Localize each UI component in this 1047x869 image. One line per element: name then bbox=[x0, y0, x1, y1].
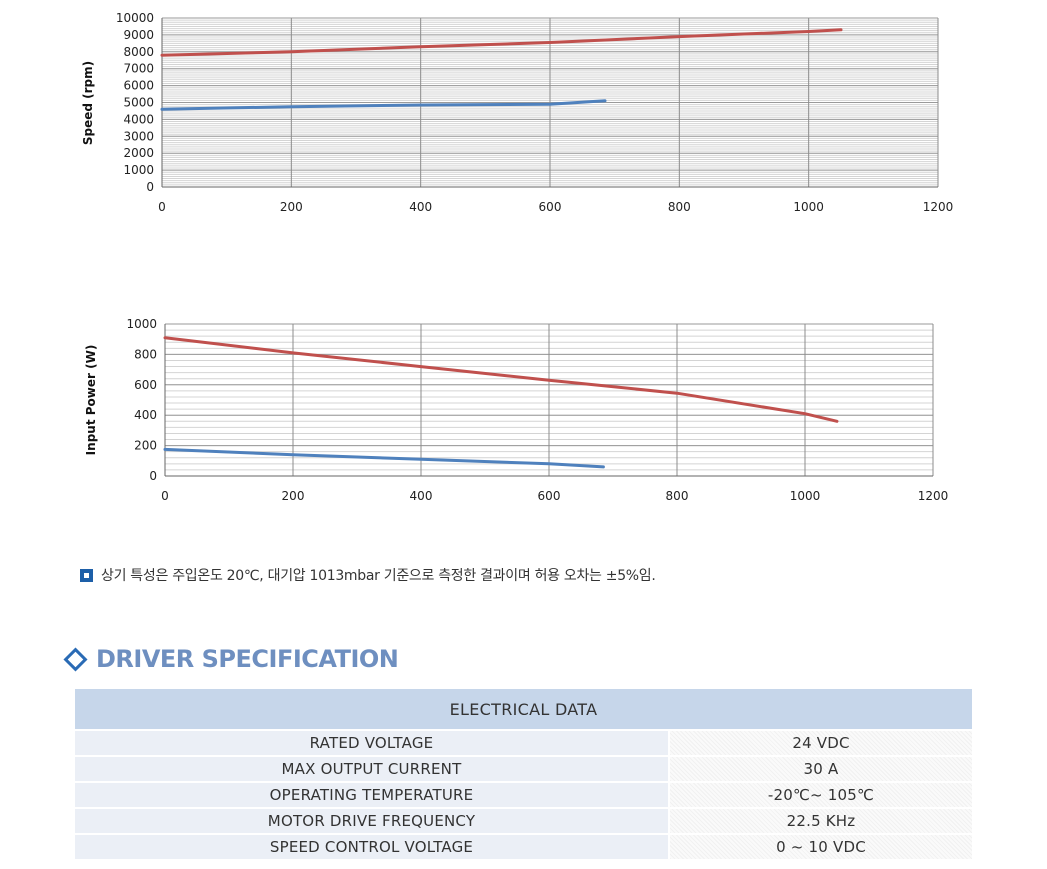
row-value: 0 ~ 10 VDC bbox=[669, 833, 972, 859]
x-tick-label: 1000 bbox=[793, 200, 824, 214]
y-tick-label: 0 bbox=[146, 180, 154, 194]
table-row: SPEED CONTROL VOLTAGE 0 ~ 10 VDC bbox=[75, 833, 972, 859]
y-tick-label: 0 bbox=[149, 469, 157, 483]
x-tick-label: 800 bbox=[666, 489, 689, 503]
row-label: MAX OUTPUT CURRENT bbox=[75, 755, 670, 782]
row-label: RATED VOLTAGE bbox=[75, 729, 670, 756]
y-axis-label: Input Power (W) bbox=[84, 345, 98, 456]
series-line bbox=[160, 28, 843, 57]
x-tick-label: 1000 bbox=[790, 489, 821, 503]
row-label: OPERATING TEMPERATURE bbox=[75, 781, 670, 808]
row-value: -20℃~ 105℃ bbox=[669, 781, 972, 808]
note-text: 상기 특성은 주입온도 20℃, 대기압 1013mbar 기준으로 측정한 결… bbox=[101, 568, 656, 584]
table-header: ELECTRICAL DATA bbox=[75, 689, 972, 730]
x-tick-label: 1200 bbox=[918, 489, 949, 503]
x-tick-label: 400 bbox=[410, 489, 433, 503]
series-line bbox=[160, 99, 607, 111]
table-row: MAX OUTPUT CURRENT 30 A bbox=[75, 755, 972, 782]
y-tick-label: 1000 bbox=[126, 317, 157, 331]
y-tick-label: 1000 bbox=[123, 163, 154, 177]
y-tick-label: 400 bbox=[134, 408, 157, 422]
row-value: 22.5 KHz bbox=[669, 807, 972, 834]
y-tick-label: 800 bbox=[134, 347, 157, 361]
section-title-text: DRIVER SPECIFICATION bbox=[96, 645, 399, 673]
section-title: DRIVER SPECIFICATION bbox=[63, 645, 399, 673]
y-tick-label: 9000 bbox=[123, 28, 154, 42]
x-tick-label: 0 bbox=[158, 200, 166, 214]
row-label: MOTOR DRIVE FREQUENCY bbox=[75, 807, 670, 834]
y-tick-label: 7000 bbox=[123, 62, 154, 76]
row-label: SPEED CONTROL VOLTAGE bbox=[75, 833, 670, 859]
x-tick-label: 600 bbox=[538, 489, 561, 503]
y-tick-label: 3000 bbox=[123, 129, 154, 143]
x-tick-label: 200 bbox=[282, 489, 305, 503]
y-tick-label: 6000 bbox=[123, 79, 154, 93]
table-row: OPERATING TEMPERATURE -20℃~ 105℃ bbox=[75, 781, 972, 808]
x-tick-label: 400 bbox=[409, 200, 432, 214]
row-value: 30 A bbox=[669, 755, 972, 782]
table-header-row: ELECTRICAL DATA bbox=[75, 689, 972, 730]
x-tick-label: 600 bbox=[539, 200, 562, 214]
y-tick-label: 10000 bbox=[116, 11, 154, 25]
x-tick-label: 0 bbox=[161, 489, 169, 503]
input-power-chart: 0 200 400 600 800 1000 0 200 400 600 800 1000 1200 In… bbox=[84, 317, 949, 503]
y-axis-label: Speed (rpm) bbox=[81, 61, 95, 145]
y-tick-label: 2000 bbox=[123, 146, 154, 160]
y-tick-label: 4000 bbox=[123, 112, 154, 126]
series-line bbox=[163, 336, 839, 423]
y-tick-label: 8000 bbox=[123, 45, 154, 59]
y-tick-label: 5000 bbox=[123, 96, 154, 110]
table-row: MOTOR DRIVE FREQUENCY 22.5 KHz bbox=[75, 807, 972, 834]
square-bullet-icon bbox=[80, 568, 93, 582]
electrical-data-table: ELECTRICAL DATA RATED VOLTAGE 24 VDC MAX… bbox=[75, 689, 972, 859]
x-tick-label: 200 bbox=[280, 200, 303, 214]
row-value: 24 VDC bbox=[669, 729, 972, 756]
x-tick-label: 1200 bbox=[923, 200, 954, 214]
table-row: RATED VOLTAGE 24 VDC bbox=[75, 729, 972, 756]
y-tick-label: 600 bbox=[134, 378, 157, 392]
speed-chart: 0100020003000400050006000700080009000100… bbox=[81, 11, 954, 214]
series-line bbox=[163, 447, 605, 469]
x-tick-label: 800 bbox=[668, 200, 691, 214]
y-tick-label: 200 bbox=[134, 439, 157, 453]
diamond-icon bbox=[63, 646, 88, 672]
measurement-note: 상기 특성은 주입온도 20℃, 대기압 1013mbar 기준으로 측정한 결… bbox=[80, 565, 656, 585]
